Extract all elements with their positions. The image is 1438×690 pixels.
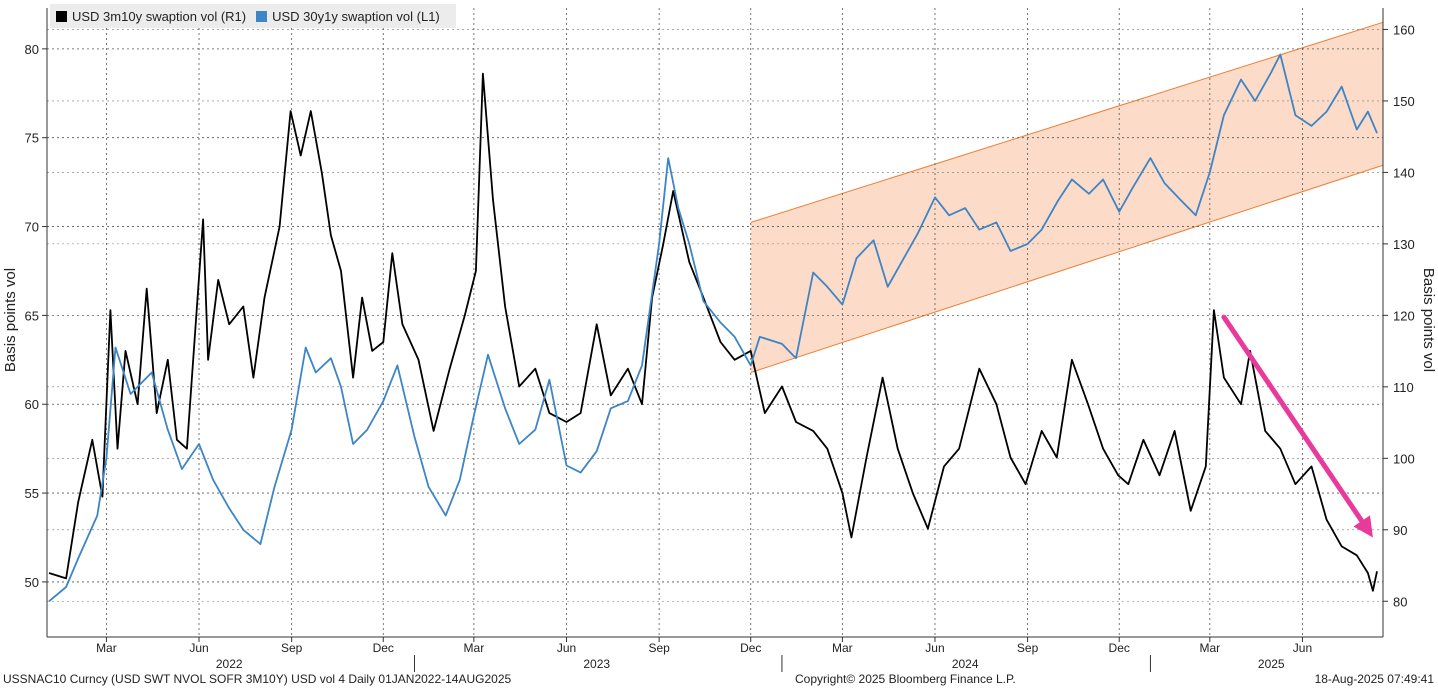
legend-label-3m10y: USD 3m10y swaption vol (R1) bbox=[72, 8, 247, 24]
x-month-label: Jun bbox=[557, 641, 576, 655]
y-left-tick-label: 65 bbox=[25, 308, 39, 323]
series-lines bbox=[48, 53, 1378, 602]
x-year-label: 2024 bbox=[952, 657, 979, 671]
x-month-label: Sep bbox=[1017, 641, 1039, 655]
y-right-label: Basis points vol bbox=[1420, 268, 1437, 372]
y-left-tick-label: 60 bbox=[25, 397, 39, 412]
channel-upper-line bbox=[750, 21, 1384, 223]
y-left-tick-label: 80 bbox=[25, 42, 39, 57]
x-year-label: 2023 bbox=[583, 657, 610, 671]
x-month-label: Sep bbox=[648, 641, 670, 655]
y-right-tick-label: 160 bbox=[1393, 22, 1415, 37]
y-left-tick-label: 75 bbox=[25, 131, 39, 146]
legend-swatch-30y1y bbox=[256, 10, 268, 22]
x-month-label: Mar bbox=[832, 641, 853, 655]
legend-item-30y1y: USD 30y1y swaption vol (L1) bbox=[256, 9, 440, 24]
y-right-tick-label: 140 bbox=[1393, 165, 1415, 180]
x-month-label: Dec bbox=[740, 641, 761, 655]
trend-arrow bbox=[1221, 314, 1373, 538]
footer-source: USSNAC10 Curncy (USD SWT NVOL SOFR 3M10Y… bbox=[3, 672, 512, 686]
series-line-30y1y bbox=[48, 53, 1378, 602]
x-month-label: Mar bbox=[1199, 641, 1220, 655]
x-month-label: Mar bbox=[96, 641, 117, 655]
trend-arrow-head bbox=[1353, 515, 1373, 538]
trend-channel bbox=[750, 21, 1384, 374]
y-right-tick-label: 80 bbox=[1393, 594, 1407, 609]
trend-arrow-shaft bbox=[1221, 314, 1365, 524]
x-year-label: 2025 bbox=[1258, 657, 1285, 671]
x-month-label: Jun bbox=[925, 641, 944, 655]
y-right-tick-label: 100 bbox=[1393, 451, 1415, 466]
x-month-label: Jun bbox=[189, 641, 208, 655]
y-right-tick-label: 150 bbox=[1393, 94, 1415, 109]
y-left-tick-label: 55 bbox=[25, 486, 39, 501]
x-month-label: Mar bbox=[464, 641, 485, 655]
legend-swatch-3m10y bbox=[56, 10, 67, 22]
y-right-tick-label: 90 bbox=[1393, 523, 1407, 538]
legend-label-30y1y: USD 30y1y swaption vol (L1) bbox=[272, 8, 440, 24]
y-left-label: Basis points vol bbox=[2, 268, 19, 372]
x-month-label: Jun bbox=[1293, 641, 1312, 655]
y-left-tick-label: 70 bbox=[25, 220, 39, 235]
y-right-tick-label: 110 bbox=[1393, 380, 1414, 395]
channel-lower-line bbox=[750, 164, 1384, 374]
axes: 50 55 60 65 70 75 80 80 90 100 110 120 130 140 150 160 M… bbox=[25, 8, 1415, 672]
footer-copyright: Copyright© 2025 Bloomberg Finance L.P. bbox=[795, 672, 1016, 686]
y-right-tick-label: 120 bbox=[1393, 308, 1415, 323]
x-month-label: Dec bbox=[373, 641, 394, 655]
legend: USD 3m10y swaption vol (R1) USD 30y1y sw… bbox=[50, 4, 456, 28]
x-month-label: Sep bbox=[281, 641, 303, 655]
legend-item-3m10y: USD 3m10y swaption vol (R1) bbox=[56, 9, 246, 24]
x-month-label: Dec bbox=[1109, 641, 1130, 655]
footer-timestamp: 18-Aug-2025 07:49:41 bbox=[1314, 672, 1434, 686]
y-left-tick-label: 50 bbox=[25, 575, 39, 590]
x-year-label: 2022 bbox=[216, 657, 243, 671]
y-right-tick-label: 130 bbox=[1393, 237, 1415, 252]
channel-fill bbox=[750, 22, 1383, 373]
